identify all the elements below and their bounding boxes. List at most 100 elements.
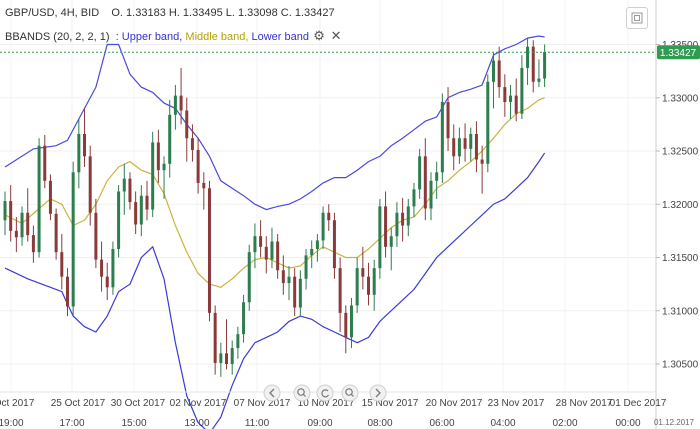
- candle: [298, 270, 302, 317]
- symbol-label: GBP/USD, 4H, BID: [5, 7, 100, 19]
- candle-body: [372, 268, 376, 295]
- date-tick-label: 23 Nov 2017: [488, 398, 545, 409]
- candles: [3, 38, 547, 377]
- zoom-in-icon[interactable]: [341, 384, 359, 402]
- candle-body: [526, 46, 530, 68]
- candle: [457, 127, 461, 164]
- candle-body: [179, 95, 183, 111]
- close-icon[interactable]: ✕: [330, 28, 342, 43]
- candle: [83, 108, 87, 167]
- navigation-controls: [263, 384, 387, 402]
- candle-body: [88, 156, 92, 213]
- candle-body: [367, 276, 371, 295]
- candle-body: [446, 102, 450, 139]
- candle: [474, 121, 478, 173]
- candle-body: [139, 195, 143, 225]
- candle: [497, 46, 501, 98]
- candle-body: [54, 213, 58, 253]
- zoom-out-icon[interactable]: [293, 384, 311, 402]
- candle-body: [219, 353, 223, 363]
- candle: [463, 123, 467, 162]
- candle: [520, 55, 524, 120]
- y-tick-label: 1.31500: [662, 253, 699, 264]
- middle-band-line: [4, 97, 545, 288]
- candle-body: [196, 149, 200, 183]
- candle-body: [31, 235, 35, 253]
- time-tick-label: 06:00: [429, 418, 454, 429]
- candle: [31, 225, 35, 263]
- candle: [514, 78, 518, 122]
- time-tick-label: 00:00: [615, 418, 640, 429]
- candle-body: [406, 206, 410, 226]
- candle: [395, 202, 399, 247]
- candle: [207, 180, 211, 322]
- time-tick-label: 02:00: [552, 418, 577, 429]
- date-tick-label: 30 Oct 2017: [111, 398, 166, 409]
- price-tag: 1.33427: [657, 45, 700, 60]
- candle-body: [310, 248, 314, 256]
- candle-body: [412, 189, 416, 207]
- gear-icon[interactable]: ⚙: [313, 28, 325, 43]
- candle-body: [520, 67, 524, 114]
- candle: [406, 198, 410, 237]
- date-tick-label: 01 Dec 2017: [610, 398, 667, 409]
- candle-body: [338, 268, 342, 313]
- candle: [367, 262, 371, 306]
- candle-body: [509, 95, 513, 103]
- y-tick-label: 1.31000: [662, 306, 699, 317]
- candle: [219, 342, 223, 377]
- candle: [389, 227, 393, 271]
- candle: [440, 93, 444, 183]
- candle-body: [122, 178, 126, 192]
- candle-body: [287, 276, 291, 284]
- candle: [65, 268, 69, 317]
- time-tick-label: 11:00: [245, 418, 270, 429]
- candle-body: [71, 172, 75, 307]
- candle: [349, 297, 353, 349]
- candle: [281, 255, 285, 295]
- candle: [310, 240, 314, 269]
- candle: [418, 148, 422, 199]
- time-tick-label: 15:00: [121, 418, 146, 429]
- candle: [145, 180, 149, 221]
- bollinger-bands: [4, 35, 546, 429]
- candle-body: [230, 348, 234, 364]
- candle: [486, 74, 490, 173]
- candle-body: [452, 138, 456, 157]
- candle-body: [20, 212, 24, 238]
- time-tick-label: 17:00: [59, 418, 84, 429]
- candle: [503, 74, 507, 117]
- candle-body: [423, 156, 427, 209]
- candle-body: [463, 138, 467, 149]
- candle: [26, 188, 30, 242]
- reset-icon[interactable]: [316, 384, 334, 402]
- candle-body: [162, 163, 166, 171]
- expand-icon[interactable]: [626, 7, 648, 29]
- grid-lines: [0, 0, 656, 392]
- candle-body: [429, 180, 433, 209]
- candle-body: [264, 246, 268, 260]
- candle: [213, 305, 217, 375]
- candle: [372, 259, 376, 311]
- candle-body: [247, 252, 251, 303]
- arrow-right-icon[interactable]: [369, 384, 387, 402]
- candle-body: [117, 191, 121, 249]
- candle: [446, 87, 450, 151]
- candle: [429, 172, 433, 221]
- candle-body: [474, 133, 478, 160]
- candle: [43, 135, 47, 189]
- legend-middle-band: Middle band,: [185, 31, 249, 43]
- candle: [332, 212, 336, 279]
- legend-upper-band: Upper band,: [121, 31, 183, 43]
- candle-body: [190, 138, 194, 150]
- lower-band-line: [4, 152, 546, 429]
- candle: [196, 138, 200, 194]
- candle-body: [344, 312, 348, 338]
- candle-body: [3, 201, 7, 221]
- y-tick-label: 1.33000: [662, 93, 699, 104]
- candle: [526, 38, 530, 85]
- price-tag-box: [657, 45, 700, 60]
- arrow-left-icon[interactable]: [263, 384, 281, 402]
- candle: [338, 257, 342, 333]
